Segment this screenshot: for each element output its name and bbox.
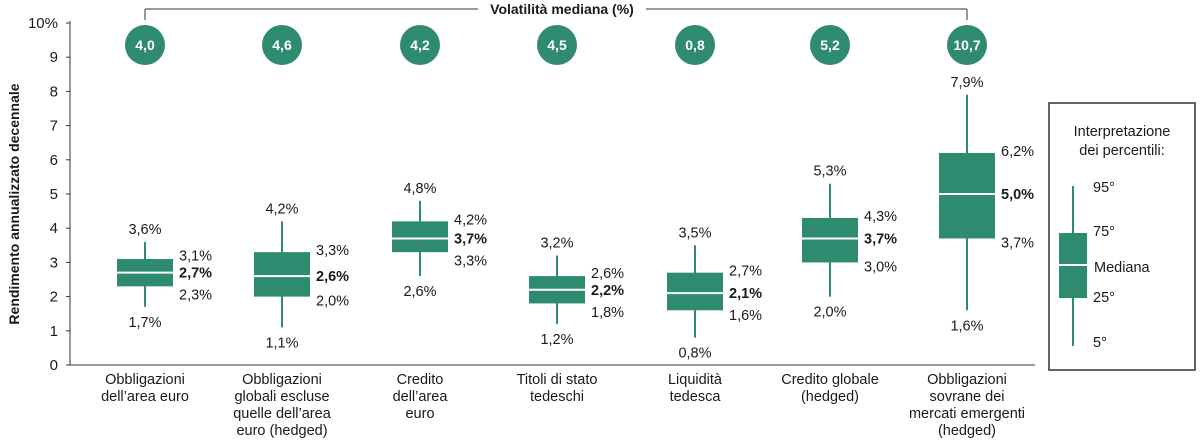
p95-label: 4,8% [403, 181, 436, 197]
category-label: globali escluse [234, 389, 329, 405]
volatility-value: 4,2 [410, 37, 430, 53]
iqr-box [939, 152, 995, 239]
median-label: 5,0% [1001, 187, 1034, 203]
p95-label: 7,9% [950, 75, 983, 91]
volatility-badge [675, 25, 715, 65]
legend-p95: 95° [1093, 180, 1115, 196]
volatility-badge [537, 25, 577, 65]
category-label: Titoli di stato [517, 372, 598, 388]
category-label: mercati emergenti [909, 406, 1025, 422]
median-label: 3,7% [864, 231, 897, 247]
p75-label: 4,2% [454, 212, 487, 228]
y-tick-label: 4 [50, 220, 58, 237]
category-label: euro [405, 406, 434, 422]
p75-label: 2,7% [729, 264, 762, 280]
category-label: Liquidità [668, 372, 723, 388]
y-axis-label: Rendimento annualizzato decennale [6, 83, 22, 324]
volatility-value: 0,8 [685, 37, 705, 53]
category-label: Obbligazioni [927, 372, 1007, 388]
category-label: Obbligazioni [242, 372, 322, 388]
y-tick-label: 5 [50, 186, 58, 203]
median-label: 3,7% [454, 231, 487, 247]
p95-label: 5,3% [813, 164, 846, 180]
p75-label: 3,3% [316, 243, 349, 259]
category-label: Credito globale [781, 372, 879, 388]
y-tick-label: 0 [50, 357, 58, 374]
legend-median: Mediana [1094, 260, 1151, 276]
category-label: (hedged) [938, 423, 996, 439]
p25-label: 3,3% [454, 253, 487, 269]
iqr-box [802, 217, 858, 263]
y-tick-label: 3 [50, 254, 58, 271]
category-label: dell’area euro [101, 389, 189, 405]
volatility-value: 5,2 [820, 37, 840, 53]
p75-label: 6,2% [1001, 144, 1034, 160]
legend-title: Interpretazione [1074, 124, 1171, 140]
legend-p25: 25° [1093, 290, 1115, 306]
median-label: 2,1% [729, 286, 762, 302]
legend-p5: 5° [1093, 335, 1107, 351]
p5-label: 0,8% [678, 346, 711, 362]
legend-title: dei percentili: [1079, 143, 1164, 159]
y-tick-label: 7 [50, 118, 58, 135]
volatility-badge [947, 25, 987, 65]
p25-label: 2,0% [316, 294, 349, 310]
p5-label: 2,6% [403, 284, 436, 300]
iqr-box [667, 272, 723, 311]
y-tick-label: 8 [50, 83, 58, 100]
category-label: euro (hedged) [236, 423, 327, 439]
p5-label: 1,7% [128, 315, 161, 331]
volatility-value: 4,0 [135, 37, 155, 53]
volatility-value: 4,6 [272, 37, 292, 53]
volatility-badge [262, 25, 302, 65]
category-label: sovrane dei [930, 389, 1005, 405]
volatility-value: 4,5 [547, 37, 567, 53]
p95-label: 3,6% [128, 222, 161, 238]
p5-label: 2,0% [813, 305, 846, 321]
median-label: 2,7% [179, 266, 212, 282]
iqr-box [392, 221, 448, 253]
y-tick-label: 2 [50, 289, 58, 306]
category-label: (hedged) [801, 389, 859, 405]
p25-label: 1,6% [729, 308, 762, 324]
median-label: 2,6% [316, 269, 349, 285]
p95-label: 4,2% [265, 201, 298, 217]
y-tick-label: 1 [50, 323, 58, 340]
p5-label: 1,6% [950, 318, 983, 334]
p25-label: 1,8% [591, 305, 624, 321]
p95-label: 3,5% [678, 225, 711, 241]
volatility-title: Volatilità mediana (%) [490, 1, 634, 17]
category-label: tedeschi [530, 389, 584, 405]
category-label: dell’area [393, 389, 449, 405]
p75-label: 2,6% [591, 266, 624, 282]
legend-box [1048, 102, 1196, 371]
volatility-badge [810, 25, 850, 65]
p5-label: 1,1% [265, 335, 298, 351]
p75-label: 3,1% [179, 249, 212, 265]
median-label: 2,2% [591, 283, 624, 299]
y-tick-label: 10% [28, 15, 58, 32]
p95-label: 3,2% [540, 236, 573, 252]
category-label: Obbligazioni [105, 372, 185, 388]
y-tick-label: 6 [50, 152, 58, 169]
p5-label: 1,2% [540, 332, 573, 348]
legend-p75: 75° [1093, 224, 1115, 240]
category-label: quelle dell’area [233, 406, 331, 422]
p25-label: 2,3% [179, 288, 212, 304]
p25-label: 3,7% [1001, 235, 1034, 251]
category-label: tedesca [670, 389, 722, 405]
p75-label: 4,3% [864, 209, 897, 225]
y-tick-label: 9 [50, 49, 58, 66]
volatility-value: 10,7 [953, 37, 980, 53]
p25-label: 3,0% [864, 259, 897, 275]
category-label: Credito [397, 372, 444, 388]
volatility-badge [400, 25, 440, 65]
iqr-box [254, 252, 310, 297]
volatility-badge [125, 25, 165, 65]
